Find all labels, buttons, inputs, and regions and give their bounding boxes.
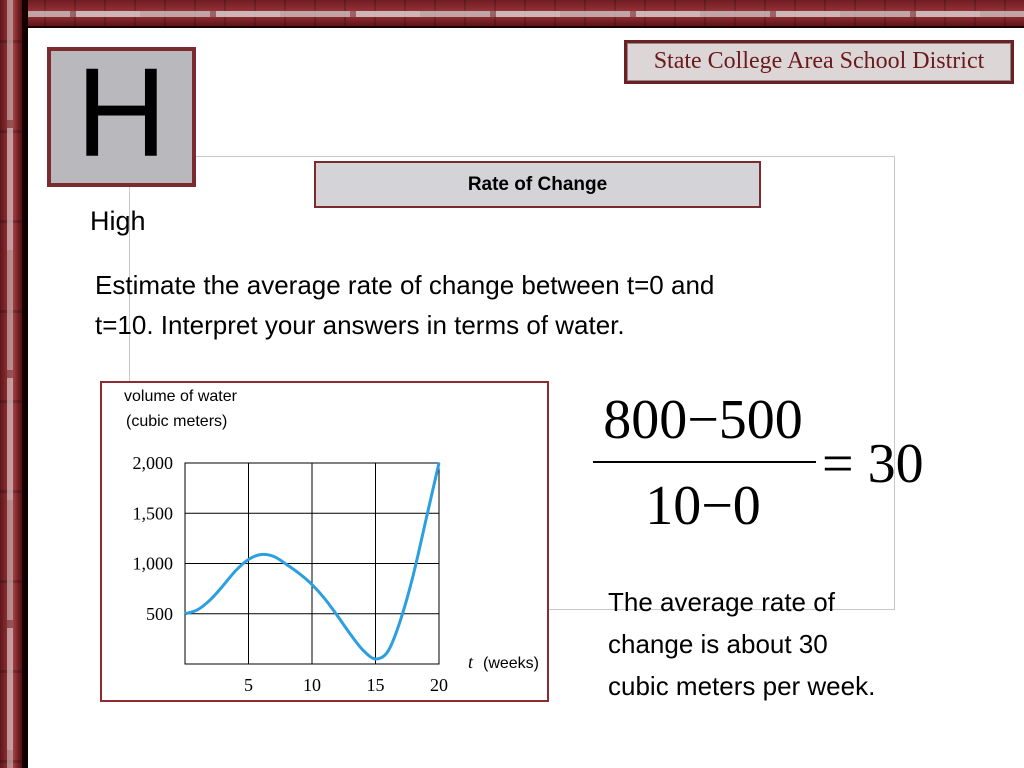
left-decorative-stripe bbox=[7, 0, 13, 768]
top-border-rule bbox=[0, 26, 1024, 28]
x-tick-label: 10 bbox=[303, 675, 321, 695]
difficulty-letter-badge: H bbox=[47, 47, 196, 187]
equation-denominator: 10−0 bbox=[645, 475, 761, 537]
rate-equation: 800−500 10−0 = 30 bbox=[585, 385, 945, 545]
y-tick-label: 1,500 bbox=[133, 503, 174, 523]
difficulty-level-label: High bbox=[90, 206, 146, 236]
y-axis-label-line-2: (cubic meters) bbox=[126, 413, 227, 430]
fraction-bar bbox=[593, 461, 816, 463]
district-name: State College Area School District bbox=[627, 43, 1011, 81]
x-axis-label-unit: (weeks) bbox=[483, 655, 539, 672]
question-line-2: t=10. Interpret your answers in terms of… bbox=[95, 310, 625, 340]
equation-numerator: 800−500 bbox=[603, 389, 803, 451]
x-tick-label: 20 bbox=[430, 675, 448, 695]
slide-title: Rate of Change bbox=[314, 161, 761, 208]
equation-result: = 30 bbox=[822, 433, 924, 495]
x-axis-label-symbol: t bbox=[468, 652, 474, 672]
y-axis-label-line-1: volume of water bbox=[124, 388, 238, 405]
answer-line-2: change is about 30 bbox=[608, 629, 828, 659]
answer-interpretation: The average rate of change is about 30 c… bbox=[608, 581, 988, 707]
chart-canvas: volume of water (cubic meters) 500 1,000 1… bbox=[124, 388, 539, 695]
answer-line-3: cubic meters per week. bbox=[608, 671, 876, 701]
x-tick-label: 5 bbox=[244, 675, 253, 695]
y-tick-label: 1,000 bbox=[133, 554, 174, 574]
district-banner: State College Area School District bbox=[624, 40, 1014, 84]
y-tick-label: 500 bbox=[146, 604, 173, 624]
y-tick-label: 2,000 bbox=[133, 453, 174, 473]
question-prompt: Estimate the average rate of change betw… bbox=[95, 265, 935, 345]
x-tick-label: 15 bbox=[367, 675, 385, 695]
volume-curve bbox=[184, 462, 441, 661]
answer-line-1: The average rate of bbox=[608, 587, 835, 617]
left-border-rule bbox=[22, 0, 28, 768]
top-decorative-stripe bbox=[0, 11, 1024, 17]
question-line-1: Estimate the average rate of change betw… bbox=[95, 270, 715, 300]
volume-chart: volume of water (cubic meters) 500 1,000 1… bbox=[100, 381, 549, 702]
